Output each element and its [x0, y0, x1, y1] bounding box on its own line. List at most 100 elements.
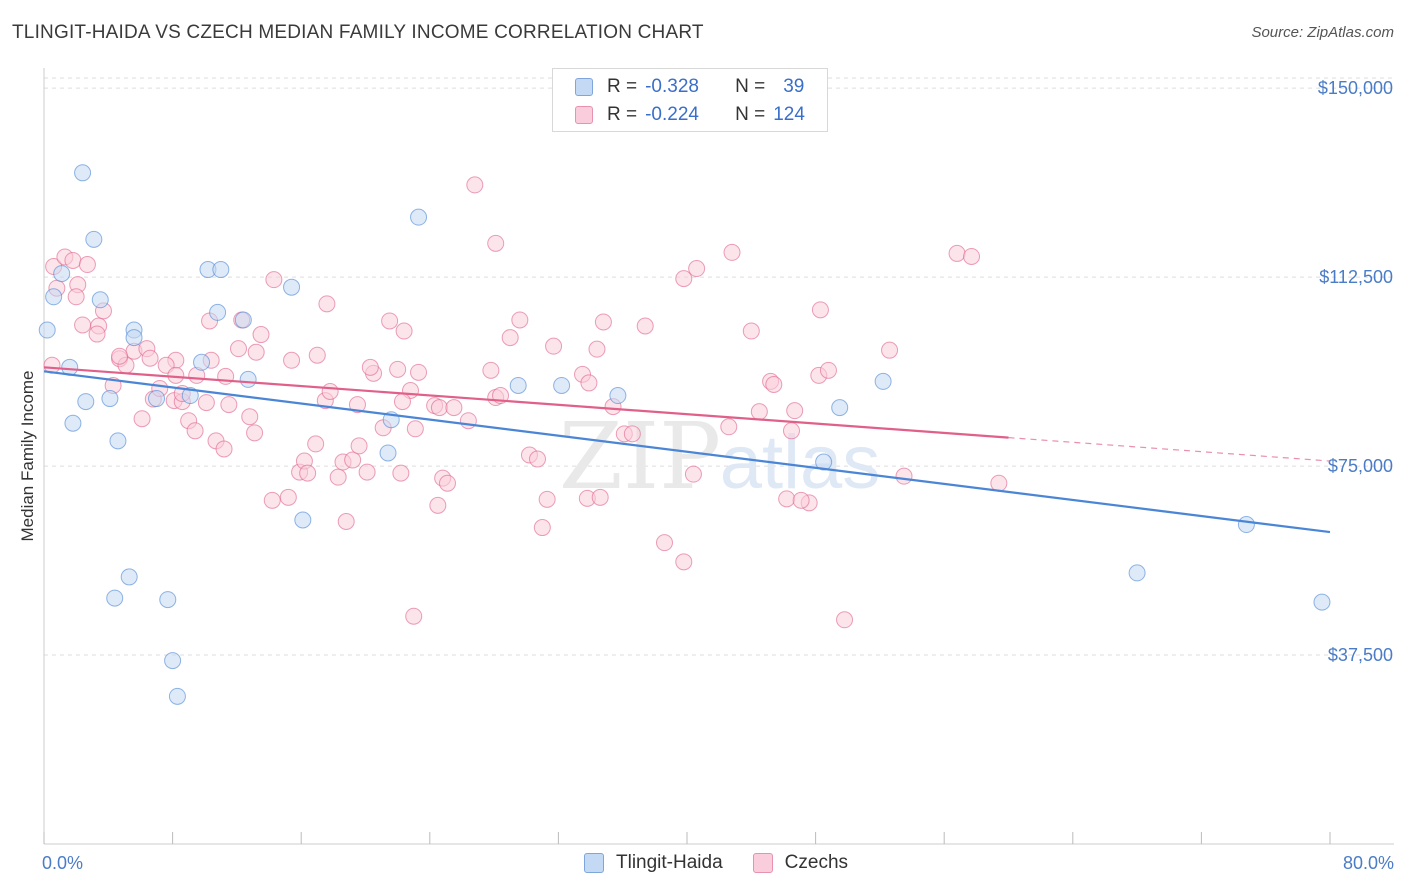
point-tlingit-haida[interactable]: [109, 432, 127, 450]
point-czechs[interactable]: [279, 488, 297, 506]
point-tlingit-haida[interactable]: [234, 311, 252, 329]
point-czechs[interactable]: [588, 340, 606, 358]
point-czechs[interactable]: [623, 425, 641, 443]
point-czechs[interactable]: [688, 260, 706, 278]
point-tlingit-haida[interactable]: [410, 208, 428, 226]
point-czechs[interactable]: [684, 465, 702, 483]
point-czechs[interactable]: [438, 474, 456, 492]
point-czechs[interactable]: [742, 322, 760, 340]
point-czechs[interactable]: [337, 513, 355, 531]
point-tlingit-haida[interactable]: [1128, 564, 1146, 582]
point-tlingit-haida[interactable]: [1237, 516, 1255, 534]
point-czechs[interactable]: [410, 363, 428, 381]
point-czechs[interactable]: [246, 424, 264, 442]
point-czechs[interactable]: [720, 418, 738, 436]
point-czechs[interactable]: [395, 322, 413, 340]
point-czechs[interactable]: [792, 491, 810, 509]
point-czechs[interactable]: [545, 337, 563, 355]
point-tlingit-haida[interactable]: [874, 372, 892, 390]
point-czechs[interactable]: [111, 347, 129, 365]
point-tlingit-haida[interactable]: [815, 453, 833, 471]
point-tlingit-haida[interactable]: [609, 387, 627, 405]
point-czechs[interactable]: [580, 374, 598, 392]
point-czechs[interactable]: [786, 402, 804, 420]
point-tlingit-haida[interactable]: [283, 278, 301, 296]
point-tlingit-haida[interactable]: [181, 387, 199, 405]
point-czechs[interactable]: [836, 611, 854, 629]
point-czechs[interactable]: [141, 349, 159, 367]
point-czechs[interactable]: [445, 399, 463, 417]
point-tlingit-haida[interactable]: [209, 303, 227, 321]
point-czechs[interactable]: [186, 422, 204, 440]
point-czechs[interactable]: [948, 244, 966, 262]
point-czechs[interactable]: [405, 607, 423, 625]
point-czechs[interactable]: [487, 234, 505, 252]
point-czechs[interactable]: [501, 329, 519, 347]
point-tlingit-haida[interactable]: [553, 376, 571, 394]
point-czechs[interactable]: [350, 437, 368, 455]
point-tlingit-haida[interactable]: [120, 568, 138, 586]
point-czechs[interactable]: [64, 251, 82, 269]
point-tlingit-haida[interactable]: [239, 370, 257, 388]
point-czechs[interactable]: [392, 464, 410, 482]
point-czechs[interactable]: [429, 496, 447, 514]
point-czechs[interactable]: [591, 488, 609, 506]
point-tlingit-haida[interactable]: [106, 589, 124, 607]
point-czechs[interactable]: [381, 312, 399, 330]
point-tlingit-haida[interactable]: [831, 399, 849, 417]
point-czechs[interactable]: [675, 553, 693, 571]
point-czechs[interactable]: [723, 243, 741, 261]
point-tlingit-haida[interactable]: [164, 652, 182, 670]
series-legend-tlingit-haida[interactable]: Tlingit-Haida: [584, 852, 723, 874]
point-czechs[interactable]: [750, 403, 768, 421]
point-czechs[interactable]: [321, 383, 339, 401]
point-czechs[interactable]: [78, 256, 96, 274]
point-tlingit-haida[interactable]: [53, 265, 71, 283]
point-tlingit-haida[interactable]: [294, 511, 312, 529]
point-tlingit-haida[interactable]: [168, 687, 186, 705]
series-legend-czechs[interactable]: Czechs: [752, 852, 848, 874]
point-czechs[interactable]: [263, 491, 281, 509]
point-czechs[interactable]: [466, 176, 484, 194]
point-czechs[interactable]: [215, 440, 233, 458]
point-czechs[interactable]: [778, 490, 796, 508]
point-tlingit-haida[interactable]: [125, 329, 143, 347]
point-czechs[interactable]: [459, 412, 477, 430]
point-czechs[interactable]: [230, 340, 248, 358]
point-tlingit-haida[interactable]: [193, 353, 211, 371]
point-czechs[interactable]: [74, 316, 92, 334]
point-czechs[interactable]: [393, 393, 411, 411]
point-czechs[interactable]: [389, 360, 407, 378]
point-czechs[interactable]: [67, 288, 85, 306]
point-tlingit-haida[interactable]: [1313, 593, 1331, 611]
point-czechs[interactable]: [247, 343, 265, 361]
point-czechs[interactable]: [329, 468, 347, 486]
point-tlingit-haida[interactable]: [38, 321, 56, 339]
point-tlingit-haida[interactable]: [77, 393, 95, 411]
point-czechs[interactable]: [348, 396, 366, 414]
point-czechs[interactable]: [220, 396, 238, 414]
point-czechs[interactable]: [819, 361, 837, 379]
point-tlingit-haida[interactable]: [85, 230, 103, 248]
point-czechs[interactable]: [361, 358, 379, 376]
point-czechs[interactable]: [636, 317, 654, 335]
point-tlingit-haida[interactable]: [159, 591, 177, 609]
point-tlingit-haida[interactable]: [509, 376, 527, 394]
point-tlingit-haida[interactable]: [74, 164, 92, 182]
point-czechs[interactable]: [811, 301, 829, 319]
point-czechs[interactable]: [895, 467, 913, 485]
point-czechs[interactable]: [482, 361, 500, 379]
point-tlingit-haida[interactable]: [45, 288, 63, 306]
point-tlingit-haida[interactable]: [91, 291, 109, 309]
point-czechs[interactable]: [406, 420, 424, 438]
point-tlingit-haida[interactable]: [212, 261, 230, 279]
point-czechs[interactable]: [299, 464, 317, 482]
point-czechs[interactable]: [88, 325, 106, 343]
point-czechs[interactable]: [533, 519, 551, 537]
point-czechs[interactable]: [358, 463, 376, 481]
point-tlingit-haida[interactable]: [64, 414, 82, 432]
point-czechs[interactable]: [318, 295, 336, 313]
point-czechs[interactable]: [782, 422, 800, 440]
point-czechs[interactable]: [430, 399, 448, 417]
point-czechs[interactable]: [511, 311, 529, 329]
